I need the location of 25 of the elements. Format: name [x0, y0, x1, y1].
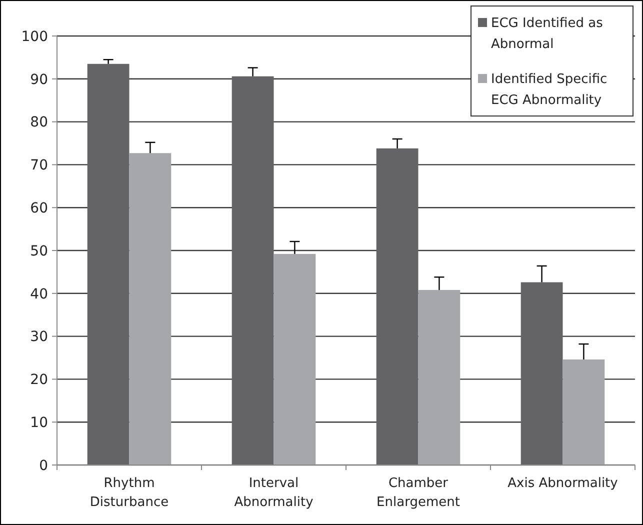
- y-tick-label: 20: [30, 372, 48, 388]
- y-tick-label: 70: [30, 158, 48, 174]
- y-tick-label: 10: [30, 415, 48, 431]
- y-tick-label: 90: [30, 72, 48, 88]
- bar: [129, 153, 172, 465]
- bar: [520, 282, 563, 465]
- x-tick-label: Rhythm Disturbance: [90, 476, 169, 510]
- bar: [274, 254, 316, 465]
- y-tick-label: 100: [21, 28, 48, 45]
- y-tick-label: 30: [30, 329, 48, 346]
- bar: [418, 290, 460, 465]
- x-tick-label: Axis Abnormality: [508, 476, 618, 491]
- legend-label: Identified Specific ECG Abnormality: [491, 72, 608, 108]
- y-tick-label: 60: [30, 200, 48, 216]
- bar: [562, 359, 605, 465]
- y-tick-label: 40: [30, 286, 48, 302]
- legend-label: ECG Identified as Abnormal: [491, 16, 604, 52]
- bar: [376, 148, 418, 465]
- bar: [232, 76, 274, 465]
- x-tick-label: Interval Abnormality: [234, 476, 314, 510]
- y-tick-label: 0: [39, 458, 48, 474]
- y-tick-label: 50: [30, 243, 48, 260]
- x-tick-label: Chamber Enlargement: [376, 476, 460, 510]
- bar: [87, 64, 130, 465]
- y-tick-label: 80: [30, 114, 48, 131]
